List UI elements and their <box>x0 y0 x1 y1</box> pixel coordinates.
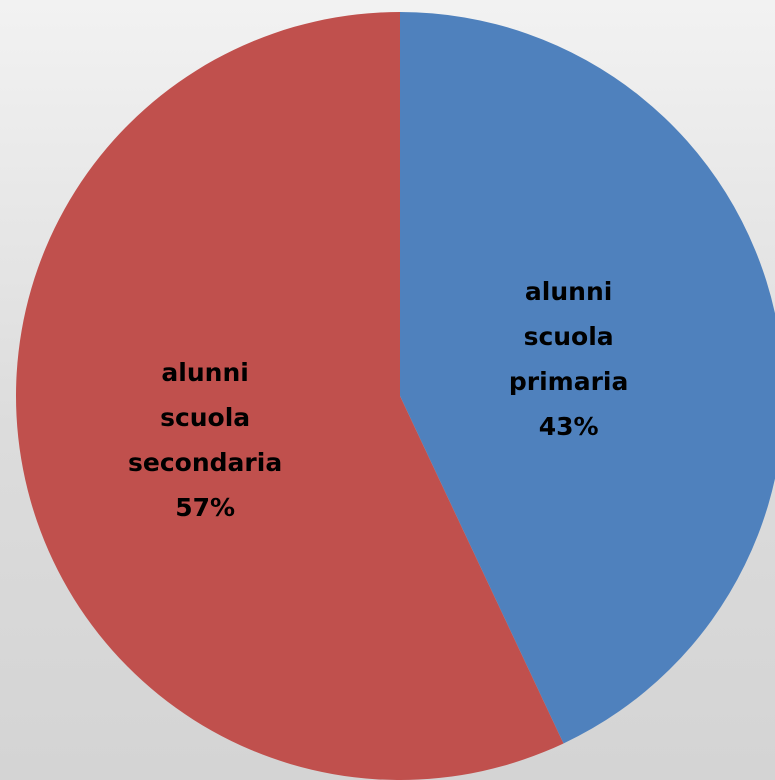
pie-slice-2 <box>16 12 564 780</box>
slice-label-line: alunni <box>161 358 248 387</box>
slice-label-line: scuola <box>160 403 250 432</box>
slice-label-line: scuola <box>524 322 614 351</box>
slice-label-line: primaria <box>509 367 628 396</box>
slice-label-line: alunni <box>525 277 612 306</box>
pie-data-labels: alunni scuola primaria 43% alunni scuola secon… <box>128 277 628 522</box>
slice-percent-text: 57% <box>175 493 235 522</box>
slice-label-line: secondaria <box>128 448 282 477</box>
slice-percent-text: 43% <box>539 412 599 441</box>
pie-slices <box>16 12 775 780</box>
slice-label-1: alunni scuola primaria 43% <box>509 277 628 441</box>
slice-label-2: alunni scuola secondaria 57% <box>128 358 282 522</box>
pie-slice-1 <box>400 12 775 744</box>
